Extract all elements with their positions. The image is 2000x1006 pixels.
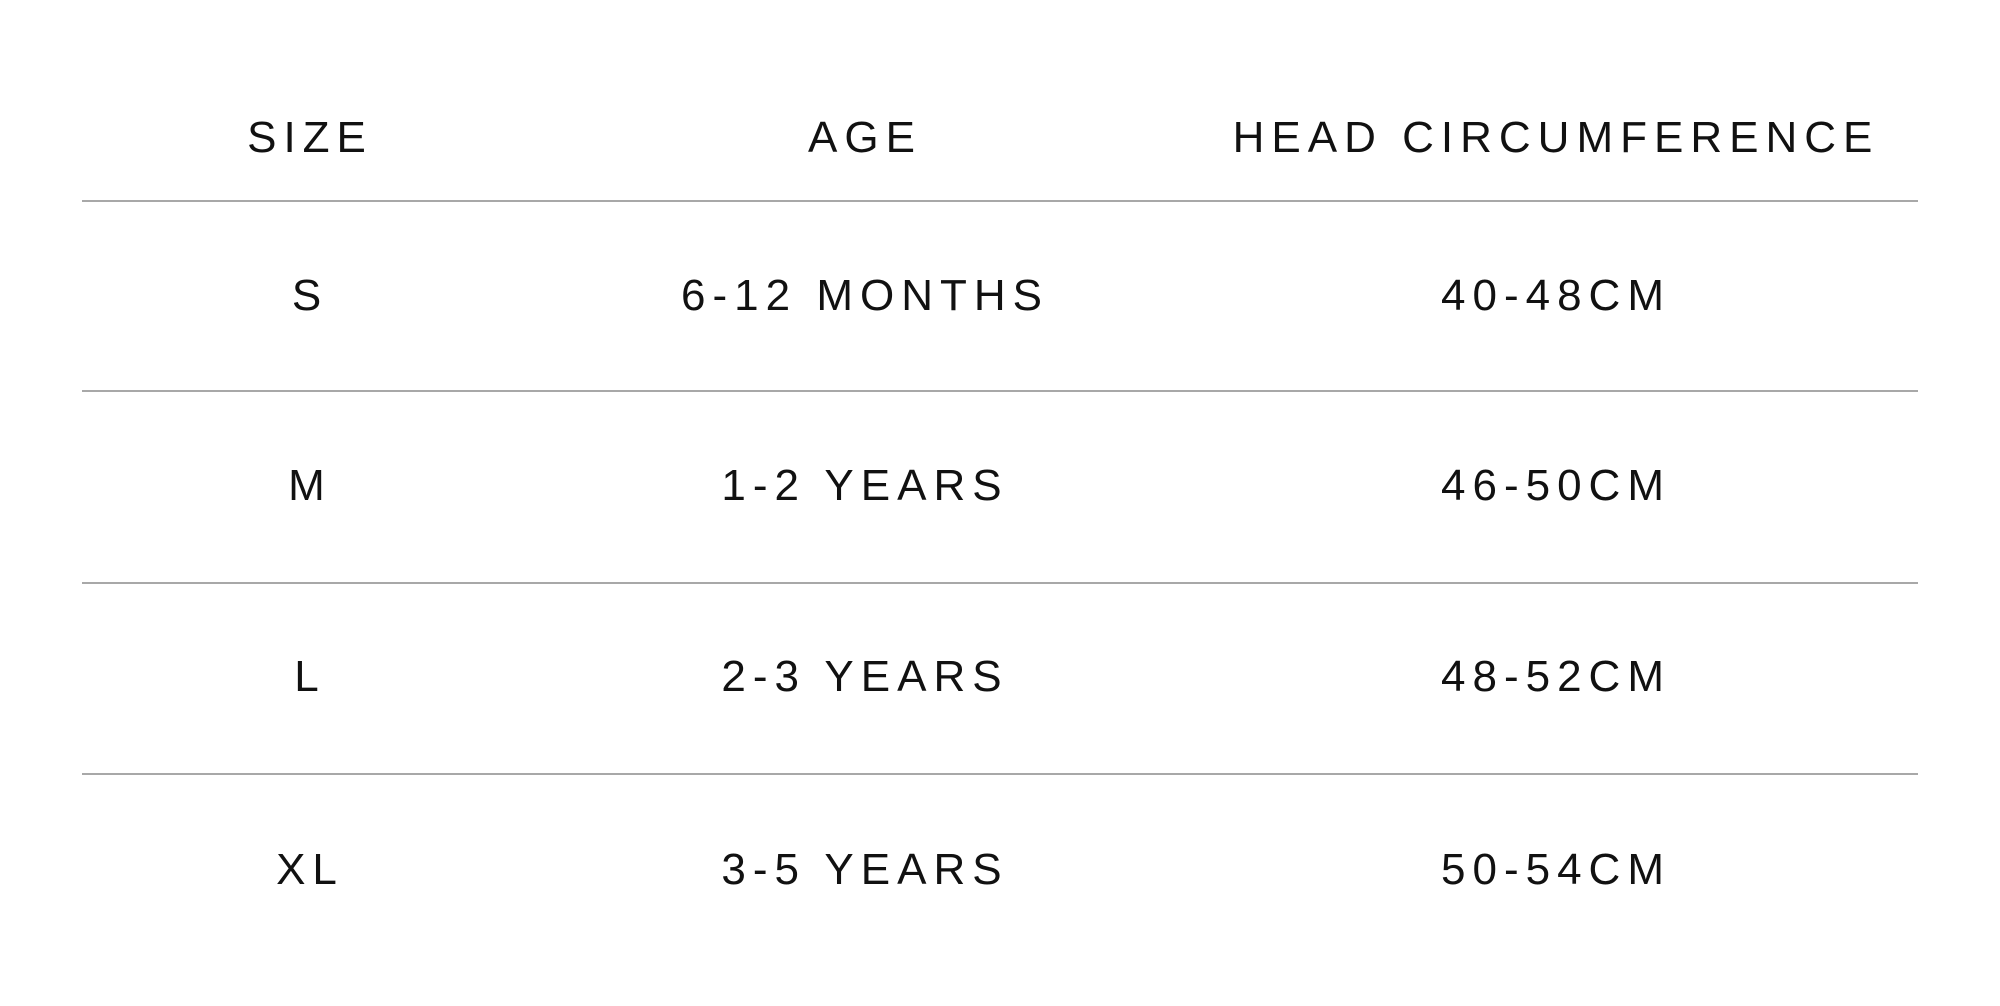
cell-age: 6-12 MONTHS (681, 271, 1049, 320)
cell-age: 2-3 YEARS (721, 652, 1009, 701)
cell-head-circumference: 46-50CM (1441, 461, 1671, 510)
header-head-circumference: HEAD CIRCUMFERENCE (1232, 113, 1880, 162)
cell-age: 1-2 YEARS (721, 461, 1009, 510)
cell-size: XL (276, 845, 344, 894)
header-age: AGE (808, 113, 922, 162)
cell-head-circumference: 40-48CM (1441, 271, 1671, 320)
cell-age: 3-5 YEARS (721, 845, 1009, 894)
cell-size: L (294, 652, 326, 701)
cell-head-circumference: 48-52CM (1441, 652, 1671, 701)
divider (82, 390, 1918, 392)
divider (82, 582, 1918, 584)
cell-head-circumference: 50-54CM (1441, 845, 1671, 894)
header-size: SIZE (247, 113, 373, 162)
cell-size: M (288, 461, 332, 510)
cell-size: S (291, 271, 329, 320)
divider (82, 200, 1918, 202)
divider (82, 773, 1918, 775)
